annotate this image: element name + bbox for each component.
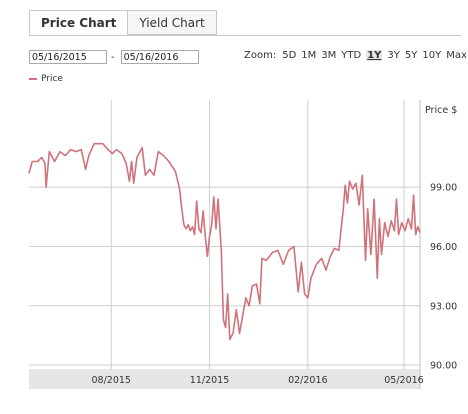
y-tick-label: 90.00 (430, 361, 457, 372)
zoom-5y-button[interactable]: 5Y (404, 50, 418, 61)
start-date-input[interactable] (29, 50, 107, 64)
y-tick-labels: 90.00 93.00 96.00 99.00 (430, 183, 457, 372)
zoom-3m-button[interactable]: 3M (321, 50, 337, 61)
zoom-1y-button[interactable]: 1Y (366, 50, 383, 61)
zoom-5d-button[interactable]: 5D (282, 50, 297, 61)
y-tick-label: 93.00 (430, 301, 457, 312)
y-tick-label: 99.00 (430, 183, 457, 194)
x-tick-label: 05/2016 (384, 375, 423, 386)
x-tick-label: 02/2016 (288, 375, 327, 386)
price-series-line (28, 142, 421, 341)
tab-price-chart[interactable]: Price Chart (29, 10, 129, 36)
chart-tabs: Price Chart Yield Chart (29, 10, 217, 36)
tab-divider (29, 35, 461, 36)
y-tick-label: 96.00 (430, 242, 457, 253)
grid-lines (29, 100, 420, 369)
zoom-10y-button[interactable]: 10Y (422, 50, 442, 61)
zoom-label: Zoom: (244, 50, 277, 61)
legend-label: Price (41, 74, 63, 84)
series-layer (28, 142, 421, 341)
x-tick-label: 11/2015 (190, 375, 229, 386)
date-range-separator: - (111, 51, 115, 63)
x-axis-band (29, 369, 420, 389)
zoom-max-button[interactable]: Max (446, 50, 467, 61)
legend-swatch (29, 78, 37, 80)
zoom-controls: Zoom: 5D 1M 3M YTD 1Y 3Y 5Y 10Y Max (244, 50, 468, 61)
zoom-ytd-button[interactable]: YTD (341, 50, 362, 61)
y-axis-title: Price $ (425, 105, 457, 116)
end-date-input[interactable] (120, 50, 199, 64)
zoom-1m-button[interactable]: 1M (301, 50, 317, 61)
zoom-3y-button[interactable]: 3Y (387, 50, 400, 61)
tab-yield-chart[interactable]: Yield Chart (128, 10, 217, 35)
x-tick-labels: 08/2015 11/2015 02/2016 05/2016 (92, 375, 424, 386)
date-range: - (29, 50, 199, 64)
chart-legend[interactable]: Price (29, 74, 63, 84)
x-tick-label: 08/2015 (92, 375, 131, 386)
